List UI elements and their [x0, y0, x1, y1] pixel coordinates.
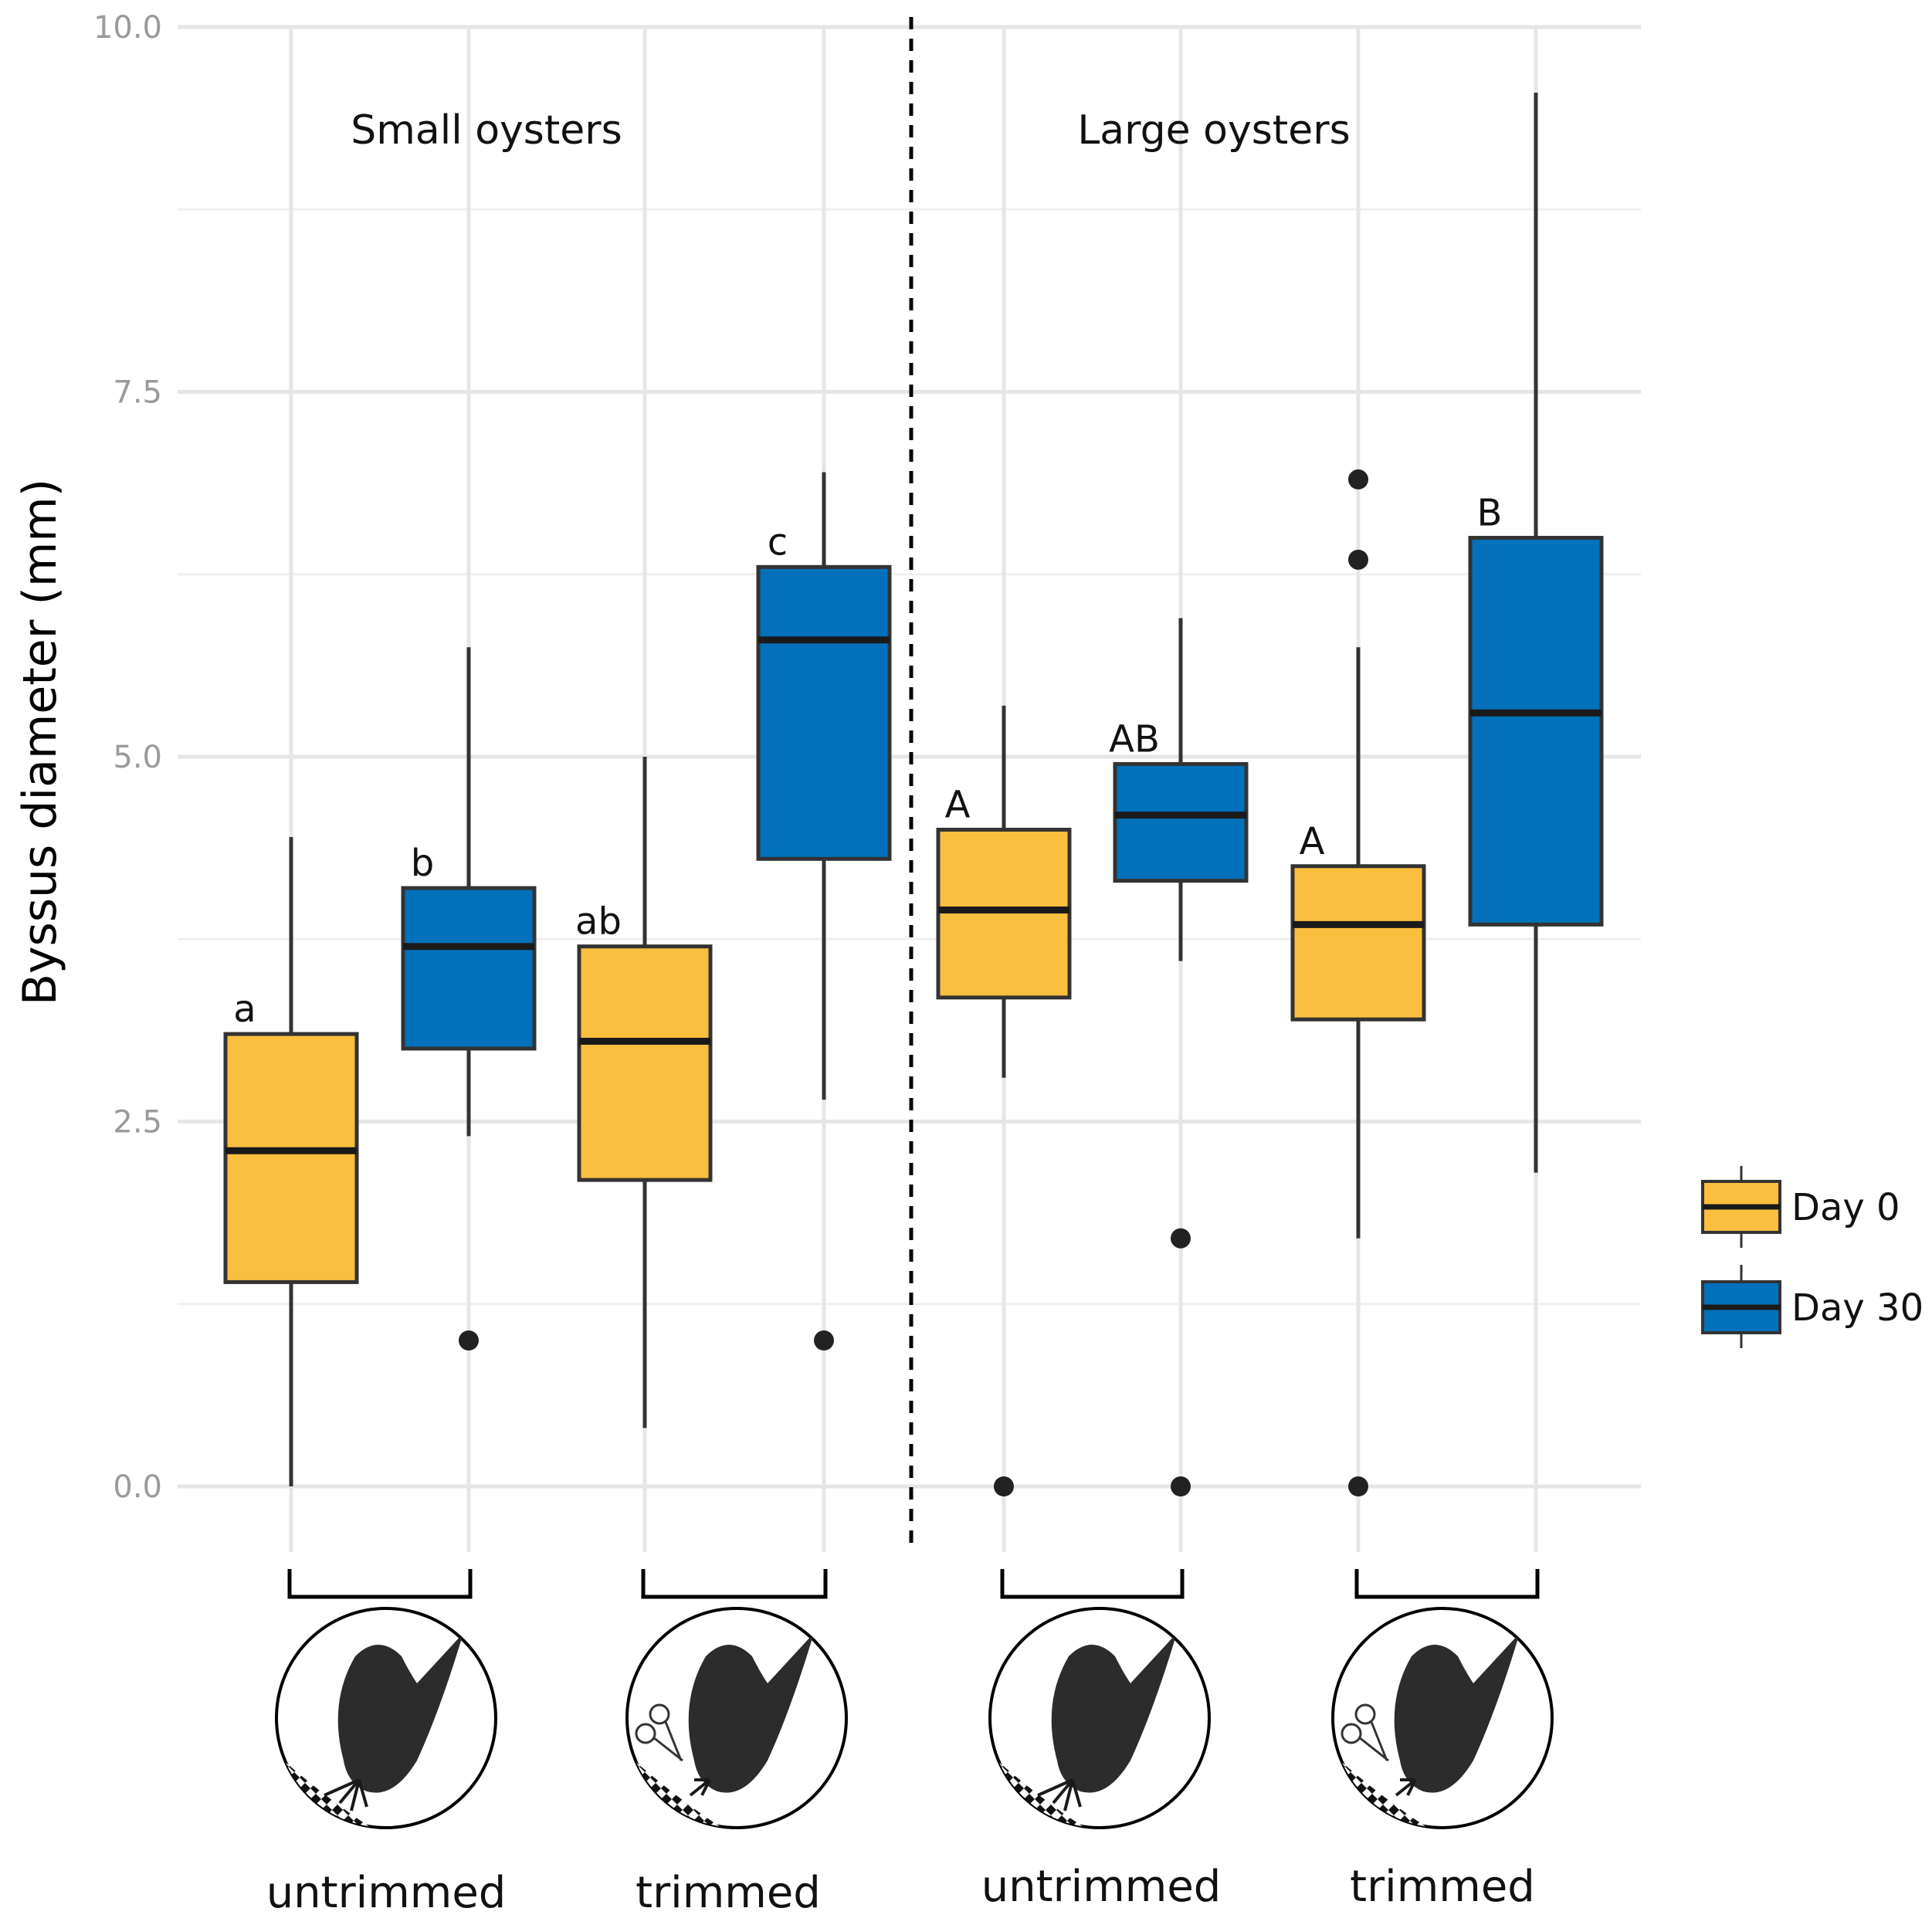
outlier-point [994, 1476, 1014, 1496]
significance-letter: ab [575, 900, 622, 944]
oyster-illustration-untrimmed-large [988, 1607, 1211, 1829]
significance-letter: c [768, 520, 788, 564]
group-bracket [287, 1569, 473, 1599]
y-tick-label: 7.5 [113, 375, 162, 411]
y-tick-label: 10.0 [93, 10, 162, 46]
box-day0-group3: A [1290, 469, 1426, 1496]
box-day30-group0: b [401, 647, 537, 1351]
outlier-point [1348, 549, 1368, 570]
category-label-trimmed-large: trimmed [1350, 1862, 1535, 1912]
significance-letter: a [233, 988, 256, 1031]
oyster-illustration-trimmed-large [1331, 1607, 1554, 1829]
oyster-illustration-trimmed-small [625, 1607, 848, 1829]
category-label-untrimmed-small: untrimmed [266, 1868, 507, 1918]
legend-label-day0: Day 0 [1791, 1186, 1900, 1229]
legend: Day 0 Day 30 [1701, 1166, 1924, 1348]
box-iqr [223, 1032, 359, 1284]
category-label-trimmed-small: trimmed [636, 1868, 821, 1918]
category-label-untrimmed-large: untrimmed [981, 1862, 1222, 1912]
y-tick-label: 5.0 [113, 740, 162, 775]
box-iqr [577, 944, 713, 1182]
outlier-point [1171, 1228, 1191, 1249]
box-day30-group3: B [1468, 93, 1604, 1173]
legend-label-day30: Day 30 [1791, 1286, 1924, 1330]
box-iqr [756, 564, 892, 861]
significance-letter: B [1477, 492, 1503, 535]
group-bracket [1000, 1569, 1185, 1599]
significance-letter: AB [1109, 717, 1160, 761]
group-bracket [641, 1569, 828, 1599]
scissors-icon [635, 1703, 683, 1762]
outlier-point [1348, 1476, 1368, 1496]
box-iqr [401, 886, 537, 1051]
box-iqr [1290, 864, 1426, 1022]
y-tick-label: 2.5 [113, 1105, 162, 1140]
panel-title-large: Large oysters [1077, 107, 1350, 154]
box-day30-group2: AB [1109, 618, 1249, 1496]
group-brackets [287, 1569, 1540, 1599]
outlier-point [459, 1330, 479, 1351]
panel-title-small: Small oysters [351, 107, 622, 154]
group-bracket [1354, 1569, 1540, 1599]
box-day0-group1: ab [575, 757, 713, 1428]
legend-entry-day0: Day 0 [1701, 1166, 1900, 1248]
box-iqr [1113, 761, 1249, 883]
oyster-illustration-untrimmed-small [275, 1607, 497, 1829]
outlier-point [814, 1330, 834, 1351]
y-tick-label: 0.0 [113, 1469, 162, 1505]
outlier-point [1171, 1476, 1191, 1496]
box-iqr [936, 828, 1072, 1000]
box-iqr [1468, 536, 1604, 927]
outlier-point [1348, 469, 1368, 490]
legend-entry-day30: Day 30 [1701, 1265, 1924, 1348]
box-day0-group0: a [223, 836, 359, 1486]
scissors-icon [1341, 1703, 1389, 1762]
significance-letter: b [411, 842, 434, 885]
y-axis-title: Byssus diameter (mm) [13, 479, 67, 1005]
significance-letter: A [945, 784, 971, 827]
significance-letter: A [1300, 820, 1325, 863]
box-day0-group2: A [936, 705, 1072, 1496]
y-axis: 0.0 2.5 5.0 7.5 10.0 [93, 10, 162, 1505]
box-day30-group1: c [756, 472, 892, 1351]
